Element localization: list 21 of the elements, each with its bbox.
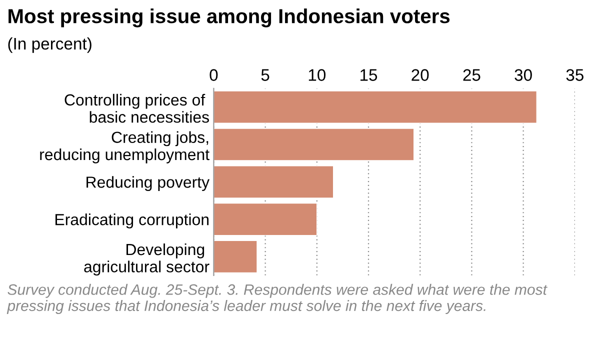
x-tick-label: 0: [210, 69, 218, 81]
x-tick-label: 5: [261, 69, 270, 81]
y-tick-label: Controlling prices of basic necessities: [64, 94, 209, 123]
bar: [214, 240, 258, 274]
text: (In percent): [8, 37, 92, 53]
x-tick-label: 10: [308, 69, 326, 81]
bar: [214, 202, 318, 236]
x-tick-label: 15: [360, 69, 378, 81]
chart-title: Most pressing issue among Indonesian voters: [8, 8, 450, 28]
bar: [214, 90, 538, 124]
y-tick-label: Reducing poverty: [86, 176, 210, 191]
bar: [214, 165, 334, 198]
y-tick-label: Eradicating corruption: [55, 214, 209, 228]
text: Survey conducted Aug. 25-Sept. 3. Respondents were asked what were the most pressing issues that Indonesia’s leader must solve in the next five years.: [6, 284, 548, 314]
y-tick-label: Developing agricultural sector: [84, 243, 210, 276]
x-tick-label: 30: [514, 69, 532, 81]
y-tick-label: Creating jobs, reducing unemployment: [40, 131, 210, 164]
bar: [214, 128, 414, 161]
x-tick-label: 35: [566, 69, 584, 81]
x-tick-label: 25: [463, 69, 480, 81]
x-tick-label: 20: [412, 69, 429, 81]
